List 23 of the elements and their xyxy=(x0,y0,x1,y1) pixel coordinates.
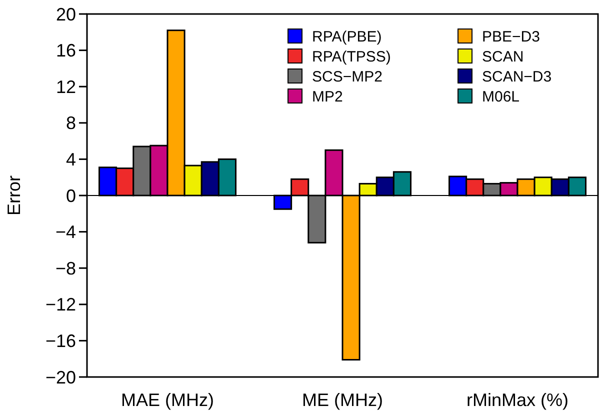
legend-label: M06L xyxy=(482,88,520,106)
x-tick-label: rMinMax (%) xyxy=(466,390,568,410)
legend-label: SCS−MP2 xyxy=(312,68,382,86)
legend-label: SCAN−D3 xyxy=(482,68,552,86)
y-tick-label: −4 xyxy=(55,222,76,242)
legend-label: SCAN xyxy=(482,48,524,66)
y-tick-label: 20 xyxy=(56,4,76,24)
y-axis-title: Error xyxy=(4,175,24,216)
x-tick-label: MAE (MHz) xyxy=(121,390,214,410)
legend-label: RPA(PBE) xyxy=(312,28,382,46)
y-tick-label: 12 xyxy=(56,76,76,97)
legend-label: PBE−D3 xyxy=(482,28,540,46)
y-tick-label: 0 xyxy=(66,186,76,206)
y-tick-label: −12 xyxy=(45,294,76,315)
y-tick-label: −20 xyxy=(45,367,76,388)
y-tick-label: 8 xyxy=(66,113,76,134)
x-tick-label: ME (MHz) xyxy=(302,390,383,410)
legend-label: RPA(TPSS) xyxy=(312,48,391,66)
y-tick-label: −16 xyxy=(45,331,76,351)
y-tick-label: −8 xyxy=(55,258,76,278)
legend-label: MP2 xyxy=(312,88,343,106)
y-tick-label: 16 xyxy=(56,40,76,61)
y-tick-label: 4 xyxy=(66,150,76,170)
